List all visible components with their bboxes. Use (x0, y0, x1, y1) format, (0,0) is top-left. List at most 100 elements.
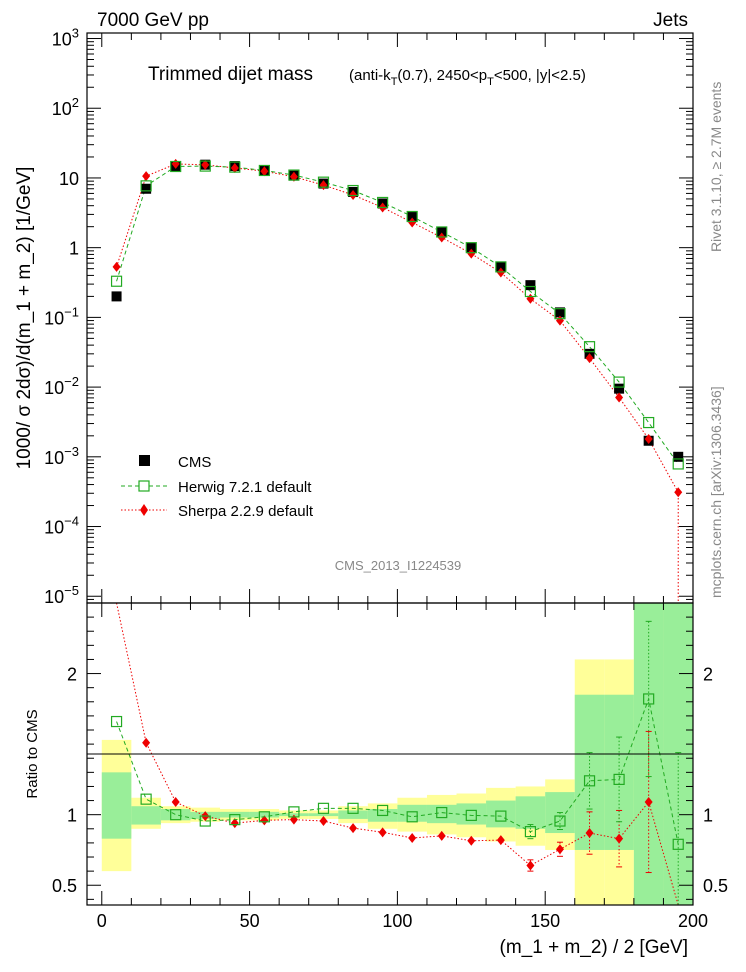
band-1sigma (515, 796, 546, 829)
main-y-tick-label: 103 (52, 26, 79, 50)
herwig-point (465, 242, 477, 254)
herwig-ratio-point (288, 806, 300, 818)
main-y-tick-label: 10−5 (44, 583, 79, 607)
sherpa-ratio-point (437, 830, 446, 841)
sherpa-line (116, 163, 679, 603)
herwig-ratio-point (672, 838, 684, 850)
cms-point (466, 242, 477, 253)
herwig-ratio-point (524, 826, 537, 838)
band-1sigma (426, 804, 457, 824)
sherpa-ratio-point (615, 833, 624, 844)
sherpa-point (526, 293, 535, 304)
sherpa-ratio-point (349, 823, 358, 834)
herwig-ratio-point (643, 693, 655, 705)
sherpa-ratio-line (116, 602, 679, 906)
legend-marker-cms (139, 455, 150, 466)
ratio-axes: 0.5 0.5 1 1 2 2 0 50 100 150 200 (52, 603, 728, 931)
main-y-tick-label: 10−1 (44, 304, 79, 328)
main-y-tick-label: 1 (69, 239, 79, 259)
herwig-ratio-point (406, 811, 418, 823)
herwig-ratio-point (317, 802, 330, 814)
main-y-tick-label: 10−3 (44, 444, 79, 468)
main-y-tick-label: 10−2 (44, 374, 79, 398)
herwig-ratio-point (613, 773, 625, 786)
cms-point (407, 212, 418, 223)
herwig-point (524, 285, 537, 298)
cms-point (111, 291, 122, 302)
herwig-point (288, 169, 300, 181)
main-series-layer (110, 158, 684, 603)
herwig-ratio-point (436, 806, 448, 819)
cms-point (614, 383, 625, 394)
herwig-ratio-point (583, 775, 596, 787)
herwig-ratio-point (495, 810, 507, 822)
sherpa-point (142, 171, 151, 182)
header-left: 7000 GeV pp (97, 10, 209, 31)
herwig-point (199, 160, 211, 172)
band-1sigma (486, 800, 516, 828)
herwig-point (110, 275, 123, 287)
herwig-point (317, 176, 330, 188)
sherpa-ratio-point (260, 815, 269, 826)
sherpa-point (112, 261, 121, 272)
ratio-y-tick-label-right: 1 (703, 806, 713, 826)
sherpa-point (674, 487, 683, 498)
legend-marker-herwig (138, 480, 150, 492)
sherpa-point (467, 248, 476, 259)
chart-title: Trimmed dijet mass (148, 64, 313, 85)
legend-label-herwig: Herwig 7.2.1 default (178, 479, 312, 496)
herwig-ratio-point (465, 809, 477, 821)
band-1sigma (338, 810, 368, 819)
x-axis-label: (m_1 + m_2) / 2 [GeV] (500, 937, 689, 958)
sherpa-point (230, 162, 239, 173)
herwig-point (140, 180, 152, 192)
chart-subtitle: (anti-kT(0.7), 2450<pT<500, |y|<2.5) (349, 67, 586, 88)
sherpa-point (201, 159, 210, 170)
herwig-point (554, 308, 566, 320)
cms-point (141, 183, 152, 194)
main-y-tick-label: 10 (59, 169, 79, 189)
herwig-ratio-point (110, 715, 123, 728)
sherpa-ratio-point (496, 835, 505, 846)
ratio-y-tick-label: 1 (67, 806, 77, 826)
sherpa-ratio-point (378, 827, 387, 838)
band-1sigma (160, 809, 191, 821)
sherpa-ratio-point (230, 818, 239, 829)
x-tick-label: 0 (97, 911, 107, 931)
herwig-point (672, 458, 684, 470)
sherpa-ratio-point (408, 832, 417, 843)
legend-marker-sherpa (140, 504, 148, 516)
sherpa-ratio-point (467, 835, 476, 846)
herwig-point (258, 164, 270, 177)
ratio-y-axis-label: Ratio to CMS (24, 709, 41, 798)
sherpa-ratio-point (171, 796, 180, 807)
main-y-axis-label: 1000/ σ 2dσ)/d(m_1 + m_2) [1/GeV] (14, 167, 35, 470)
cms-point (554, 307, 565, 318)
cms-point (495, 261, 506, 272)
sherpa-point (289, 171, 298, 182)
sherpa-point (585, 353, 594, 364)
cms-point (525, 280, 536, 291)
herwig-point (643, 416, 655, 429)
herwig-point (583, 341, 596, 353)
herwig-point (406, 210, 418, 223)
ratio-y-tick-label: 2 (67, 665, 77, 685)
band-1sigma (456, 803, 487, 825)
sherpa-point (496, 267, 505, 278)
ratio-y-tick-label: 0.5 (52, 876, 77, 896)
herwig-ratio-point (199, 815, 211, 827)
herwig-point (347, 184, 359, 197)
herwig-ratio-point (258, 811, 270, 823)
band-1sigma (101, 772, 132, 839)
analysis-watermark: CMS_2013_I1224539 (335, 558, 462, 573)
sherpa-ratio-point (319, 816, 328, 827)
sherpa-ratio-point (526, 860, 535, 871)
herwig-point (613, 376, 625, 388)
x-tick-label: 150 (530, 911, 560, 931)
sherpa-point (555, 315, 564, 326)
band-1sigma (574, 694, 605, 850)
x-tick-label: 100 (382, 911, 412, 931)
ratio-series-layer (110, 602, 684, 906)
band-1sigma (397, 804, 427, 822)
